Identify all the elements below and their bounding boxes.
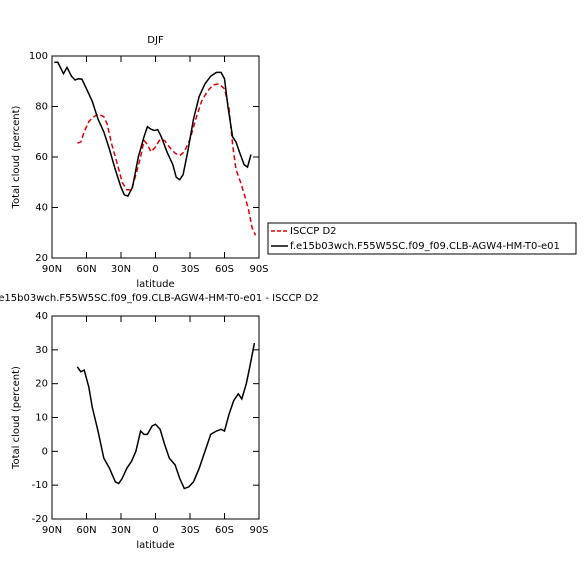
x-tick-label: 30N: [111, 525, 131, 536]
x-tick-label: 60N: [76, 264, 96, 275]
x-axis-label: latitude: [136, 279, 174, 290]
y-tick-label: 0: [42, 446, 48, 457]
x-tick-label: 60S: [215, 525, 234, 536]
y-tick-label: 20: [35, 379, 48, 390]
x-tick-label: 0: [152, 264, 158, 275]
x-tick-label: 90N: [42, 525, 62, 536]
y-axis-label: Total cloud (percent): [11, 366, 22, 470]
x-tick-label: 90N: [42, 264, 62, 275]
chart-title: f.e15b03wch.F55W5SC.f09_f09.CLB-AGW4-HM-…: [0, 293, 319, 304]
legend-label: ISCCP D2: [290, 226, 337, 237]
y-tick-label: -10: [32, 480, 48, 491]
plot-frame: [51, 55, 260, 259]
legend-label: f.e15b03wch.F55W5SC.f09_f09.CLB-AGW4-HM-…: [290, 241, 560, 252]
y-tick-label: 30: [35, 345, 48, 356]
x-tick-label: 60N: [76, 525, 96, 536]
x-tick-label: 90S: [249, 264, 268, 275]
x-tick-label: 30S: [180, 525, 199, 536]
y-tick-label: 40: [35, 311, 48, 322]
y-tick-label: 20: [35, 253, 48, 264]
x-tick-label: 30N: [111, 264, 131, 275]
x-tick-label: 0: [152, 525, 158, 536]
x-tick-label: 60S: [215, 264, 234, 275]
plot-frame: [51, 315, 260, 520]
y-tick-label: 100: [29, 51, 48, 62]
y-tick-label: 60: [35, 152, 48, 163]
data-line: [54, 61, 252, 198]
y-axis-label: Total cloud (percent): [11, 105, 22, 209]
data-line: [76, 342, 256, 490]
y-tick-label: 10: [35, 413, 48, 424]
y-tick-label: 80: [35, 102, 48, 113]
y-tick-label: -20: [32, 514, 48, 525]
x-tick-label: 90S: [249, 525, 268, 536]
x-axis-label: latitude: [136, 540, 174, 551]
legend-box: [267, 222, 577, 255]
chart-title: DJF: [147, 35, 164, 46]
data-line: [77, 82, 257, 236]
y-tick-label: 40: [35, 203, 48, 214]
x-tick-label: 30S: [180, 264, 199, 275]
